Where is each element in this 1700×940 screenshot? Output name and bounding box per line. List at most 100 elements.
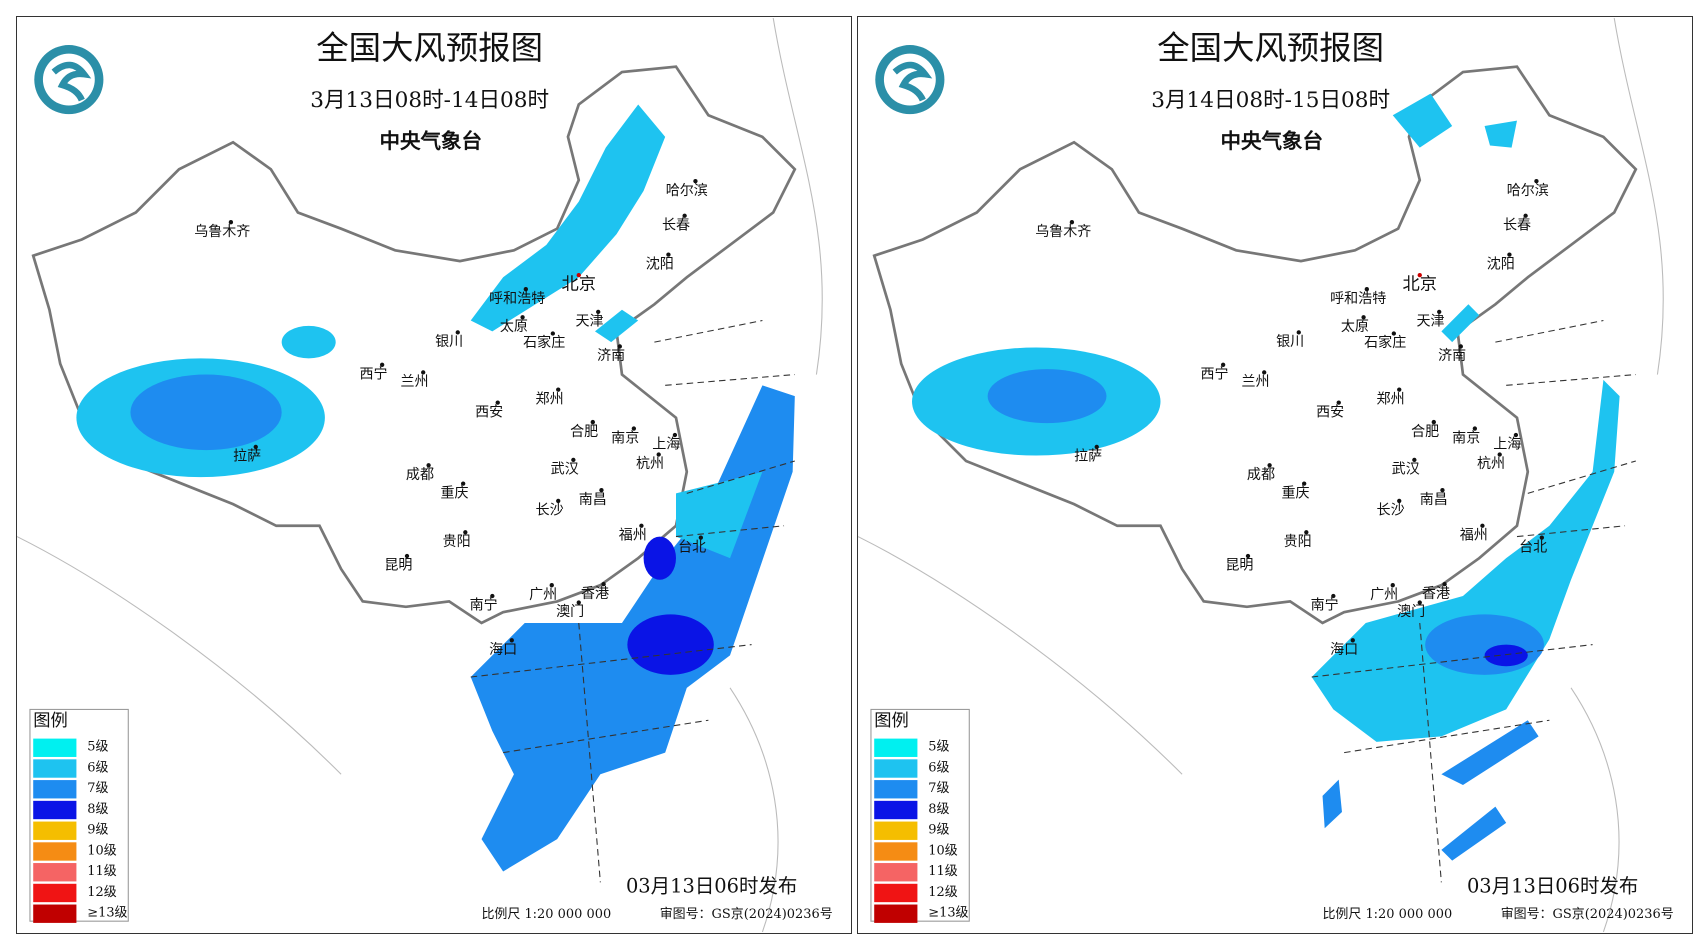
city-label: 西安	[475, 404, 503, 420]
city-label: 香港	[581, 586, 609, 602]
city-label: 成都	[406, 467, 434, 483]
city-dot	[228, 220, 234, 225]
wind-area	[1392, 93, 1517, 148]
city-dot	[693, 178, 698, 184]
city-label: 石家庄	[523, 334, 565, 351]
wind-area	[1484, 644, 1528, 667]
city-label: 昆明	[1225, 558, 1253, 574]
city-dot	[1267, 463, 1272, 468]
city-dot	[421, 370, 426, 375]
wind-area	[627, 614, 714, 675]
city-dot	[556, 498, 561, 504]
city-label: 杭州	[636, 456, 664, 472]
city-label: 哈尔滨	[1507, 183, 1549, 199]
city-dot	[1304, 530, 1309, 535]
city-dot	[379, 362, 385, 367]
city-dot	[682, 213, 687, 218]
city-dot	[1513, 432, 1519, 438]
city-label: 南京	[611, 430, 639, 446]
city-dot	[1302, 481, 1307, 486]
sea-boundary	[470, 319, 795, 883]
city-dot	[666, 252, 671, 257]
city-dot	[576, 600, 581, 605]
city-label: 银川	[435, 334, 463, 350]
city-dot	[1534, 178, 1539, 184]
city-label: 贵阳	[1284, 534, 1312, 550]
wind-area	[1322, 720, 1539, 861]
city-label: 台北	[1519, 539, 1547, 555]
city-dot	[1390, 583, 1395, 588]
city-label: 哈尔滨	[666, 183, 708, 199]
city-label: 郑州	[1377, 391, 1405, 407]
city-label: 南昌	[579, 492, 607, 508]
legend-swatch	[874, 780, 918, 799]
legend-swatch	[874, 759, 918, 778]
city-label: 上海	[652, 437, 680, 453]
sea-boundary	[1311, 319, 1636, 883]
city-label: 拉萨	[233, 449, 261, 465]
legend-swatch	[33, 780, 77, 799]
legend-label: 6级	[87, 760, 108, 775]
wind-area	[1441, 304, 1480, 343]
city-dot	[601, 581, 606, 587]
city-dot	[461, 481, 466, 486]
city-dot	[495, 400, 500, 405]
city-label: 长春	[662, 217, 690, 233]
city-label: 西宁	[359, 366, 387, 383]
city-dot	[576, 272, 581, 278]
legend-swatch	[33, 821, 77, 840]
city-label: 拉萨	[1074, 449, 1102, 465]
city-dot	[1523, 213, 1528, 218]
legend-swatch	[874, 738, 918, 757]
city-dot	[550, 331, 555, 336]
city-label: 太原	[1341, 319, 1369, 335]
city-dot	[1431, 419, 1436, 425]
city-dot	[1442, 581, 1447, 587]
legend-swatch	[33, 842, 77, 861]
city-label: 南宁	[470, 597, 498, 614]
city-dot	[631, 426, 637, 431]
city-label: 乌鲁木齐	[194, 224, 250, 240]
city-dot	[590, 419, 595, 425]
city-dot	[1412, 457, 1417, 463]
city-dot	[1391, 331, 1396, 336]
city-dot	[571, 457, 576, 463]
release: 03月13日06时发布	[626, 875, 797, 898]
city-label: 上海	[1493, 437, 1521, 453]
city-dot	[549, 583, 554, 588]
map-panel: 全国大风预报图 3月14日08时-15日08时 中央气象台 图例 03月13日0…	[857, 16, 1693, 934]
legend-label: 9级	[87, 823, 108, 838]
city-label: 广州	[529, 587, 557, 603]
scale: 比例尺 1:20 000 000	[481, 907, 611, 922]
agency: 中央气象台	[379, 129, 482, 153]
review: 审图号：GS京(2024)0236号	[660, 907, 833, 922]
city-dot	[1245, 553, 1251, 559]
city-dot	[1497, 452, 1502, 457]
city-label: 澳门	[1397, 604, 1425, 620]
city-label: 昆明	[384, 558, 412, 574]
country-outline	[872, 65, 1638, 625]
city-dot	[1397, 498, 1402, 504]
city-dot	[426, 463, 431, 468]
city-label: 海口	[489, 642, 517, 658]
city-label: 西安	[1316, 404, 1344, 420]
city-label: 台北	[678, 539, 706, 555]
city-label: 长沙	[536, 503, 564, 519]
city-dot	[463, 530, 468, 535]
city-dot	[1350, 638, 1355, 643]
city-label: 北京	[561, 274, 596, 294]
city-dot	[523, 287, 528, 292]
city-label: 济南	[597, 348, 625, 364]
wind-area	[470, 104, 666, 332]
city-dot	[1417, 272, 1422, 278]
city-label: 西宁	[1200, 366, 1228, 383]
city-label: 贵阳	[443, 534, 471, 550]
city-label: 呼和浩特	[1330, 291, 1386, 307]
city-dot	[1094, 444, 1099, 450]
city-dot	[1364, 287, 1369, 292]
city-dot	[1397, 387, 1402, 392]
city-dot	[1507, 252, 1512, 257]
city-label: 福州	[1460, 527, 1488, 543]
city-label: 太原	[500, 319, 528, 335]
city-dot	[1262, 370, 1267, 375]
